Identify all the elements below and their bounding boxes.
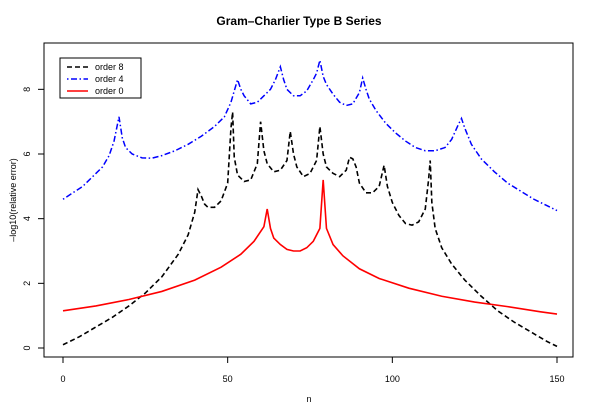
y-axis: 0 2 4 6 8	[22, 87, 45, 351]
x-axis-tick-label: 50	[223, 374, 233, 384]
series-line-order-4	[62, 60, 558, 212]
series-line-order-8	[62, 111, 558, 348]
legend-label-order-0: order 0	[95, 86, 124, 96]
chart-title: Gram–Charlier Type B Series	[216, 14, 382, 28]
x-axis-label: n	[306, 394, 311, 404]
legend: order 8 order 4 order 0	[59, 57, 142, 99]
y-axis-label: –log10(relative error)	[8, 158, 18, 242]
legend-label-order-8: order 8	[95, 62, 124, 72]
y-axis-tick-label: 6	[22, 151, 32, 156]
y-axis-tick-label: 0	[22, 345, 32, 350]
x-axis-tick-label: 150	[549, 374, 564, 384]
series-line-order-0	[62, 179, 558, 315]
y-axis-tick-label: 4	[22, 216, 32, 221]
x-axis-tick-label: 100	[385, 374, 400, 384]
x-axis-tick-label: 0	[60, 374, 65, 384]
legend-label-order-4: order 4	[95, 74, 124, 84]
y-axis-tick-label: 8	[22, 87, 32, 92]
series-layer	[62, 60, 558, 348]
x-axis: 0 50 100 150	[60, 356, 565, 384]
y-axis-tick-label: 2	[22, 281, 32, 286]
